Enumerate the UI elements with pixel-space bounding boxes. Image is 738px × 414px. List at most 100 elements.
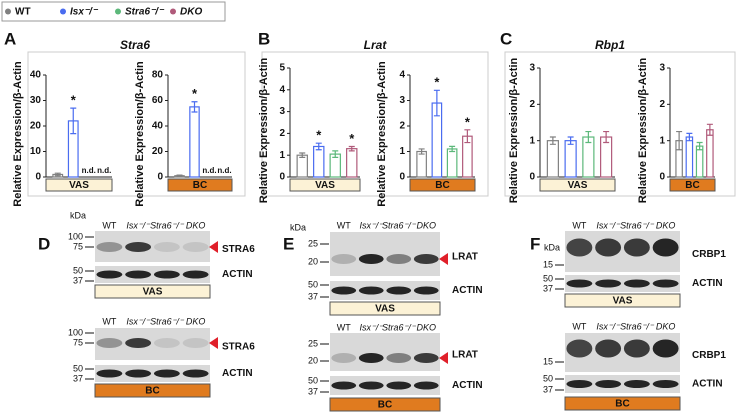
protein-label: STRA6 [222, 244, 255, 255]
y-axis-label: Relative Expression/β-Actin [637, 57, 649, 203]
y-tick-label: 0 [279, 172, 285, 183]
panel-letter: E [283, 234, 294, 253]
blot-band [652, 339, 679, 358]
blot-band [331, 286, 357, 295]
blot-band [386, 286, 412, 295]
blot-band [153, 338, 180, 348]
blot-band [96, 369, 123, 378]
group-label: VAS [315, 180, 335, 191]
error-bar [676, 130, 683, 151]
y-axis-label: Relative Expression/β-Actin [376, 61, 388, 207]
group-label: BC [193, 180, 207, 191]
blot-band [595, 238, 622, 257]
annotation: * [349, 131, 355, 146]
error-bar [418, 148, 425, 155]
group-box [94, 383, 211, 398]
lane-label: DKO [186, 316, 206, 326]
y-tick-label: 0 [659, 172, 665, 183]
lane-label: Isx⁻/⁻ [596, 220, 621, 230]
group-label: VAS [143, 287, 163, 298]
error-bar [315, 142, 322, 151]
y-tick-label: 4 [399, 70, 405, 81]
error-bar [433, 89, 440, 117]
lane-label: Isx⁻/⁻ [596, 321, 621, 331]
kda-marker: 37 [543, 283, 553, 293]
lane-label: Stra6⁻/⁻ [620, 321, 655, 331]
error-bar [464, 129, 471, 144]
bar [546, 140, 559, 178]
blot-band [623, 238, 650, 257]
lane-label: WT [102, 316, 116, 326]
kda-marker: 37 [73, 275, 83, 285]
lane-label: DKO [416, 322, 436, 332]
blot-band [125, 369, 152, 378]
y-tick-label: 20 [30, 121, 42, 132]
lane-label: Stra6⁻/⁻ [620, 220, 655, 230]
chart-title: Lrat [364, 38, 388, 52]
y-tick-label: 0 [157, 172, 163, 183]
panel-letter: A [4, 29, 16, 48]
protein-label: ACTIN [222, 368, 253, 379]
lane-label: DKO [186, 220, 206, 230]
chart-title: Rbp1 [595, 38, 625, 52]
protein-label: ACTIN [692, 278, 723, 289]
legend-marker [60, 8, 66, 15]
lane-label: WT [572, 321, 586, 331]
kda-marker: 37 [73, 373, 83, 383]
y-tick-label: 1 [399, 146, 405, 157]
bar [564, 140, 577, 178]
y-tick-label: 80 [152, 70, 164, 81]
error-bar [603, 130, 610, 144]
group-label: BC [685, 180, 699, 191]
group-box [167, 178, 233, 192]
protein-label: STRA6 [222, 342, 255, 353]
annotation: n.d. [97, 166, 111, 175]
group-box [539, 178, 616, 192]
panel-letter: F [530, 234, 540, 253]
blot-band [358, 254, 384, 264]
protein-label: LRAT [452, 350, 478, 361]
kda-marker: 20 [308, 256, 318, 266]
panel-frame [504, 51, 736, 197]
error-bar [549, 136, 556, 145]
y-tick-label: 1 [659, 135, 665, 146]
group-box [45, 178, 113, 192]
kda-marker: 100 [68, 231, 83, 241]
blot-band [623, 279, 650, 288]
blot-band [595, 380, 622, 388]
blot-image [565, 375, 680, 393]
blot-band [595, 339, 622, 358]
group-label: VAS [69, 180, 89, 191]
blot-band [623, 339, 650, 358]
blot-band [413, 286, 439, 295]
panel-frame [27, 51, 246, 197]
blot-image [330, 281, 440, 300]
error-bar [686, 132, 693, 142]
blot-band [623, 380, 650, 388]
y-tick-label: 4 [279, 84, 285, 95]
kda-marker: 75 [73, 241, 83, 251]
bar [346, 148, 358, 178]
blot-image [330, 333, 440, 371]
group-label: BC [435, 180, 449, 191]
blot-band [358, 353, 384, 363]
blot-band [566, 380, 593, 388]
protein-label: LRAT [452, 252, 478, 263]
bar [685, 136, 694, 178]
annotation: n.d. [202, 166, 216, 175]
error-bar [696, 141, 703, 151]
arrowhead [209, 337, 218, 349]
kda-marker: 15 [543, 356, 553, 366]
kda-marker: 50 [543, 273, 553, 283]
bar [416, 150, 427, 178]
error-bar [70, 107, 77, 135]
blot-band [595, 279, 622, 288]
legend-marker [115, 8, 121, 15]
group-box [409, 178, 476, 192]
blot-band [331, 353, 357, 363]
blot-band [331, 254, 357, 264]
y-tick-label: 5 [279, 63, 285, 74]
blot-band [182, 369, 209, 378]
error-bar [585, 130, 592, 144]
